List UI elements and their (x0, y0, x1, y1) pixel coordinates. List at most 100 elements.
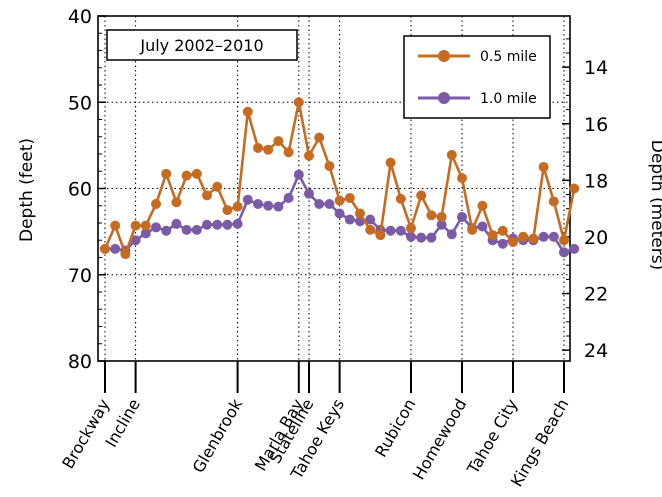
data-point-s0-31 (416, 190, 427, 201)
data-point-s0-26 (365, 224, 376, 235)
right-tick-label-22: 22 (584, 284, 608, 306)
data-point-s0-38 (487, 230, 498, 241)
data-point-s0-15 (253, 142, 263, 153)
data-point-s0-2 (120, 249, 131, 260)
data-point-s0-10 (202, 190, 212, 201)
data-point-s0-12 (222, 205, 233, 216)
data-point-s0-40 (508, 236, 518, 247)
data-point-s1-43 (538, 231, 549, 242)
left-tick-label-50: 50 (68, 92, 92, 114)
data-point-s0-14 (242, 106, 253, 117)
data-point-s0-32 (426, 210, 437, 221)
data-point-s1-24 (344, 214, 355, 225)
legend: 0.5 mile 1.0 mile (403, 35, 551, 119)
data-point-s0-6 (161, 168, 172, 179)
data-point-s0-34 (446, 149, 457, 160)
data-point-s0-46 (569, 183, 580, 194)
data-point-s1-32 (426, 232, 437, 243)
legend-marker-1-0-mile (438, 92, 450, 104)
data-point-s1-16 (263, 200, 274, 211)
data-point-s0-30 (406, 223, 416, 234)
data-point-s1-33 (436, 219, 447, 230)
data-point-s0-22 (324, 161, 335, 172)
data-point-s1-4 (140, 228, 151, 239)
data-point-s0-37 (477, 200, 488, 211)
right-tick-label-18: 18 (584, 170, 608, 192)
y-axis-title-left: Depth (feet) (17, 138, 37, 242)
data-point-s1-26 (365, 214, 376, 225)
data-point-s0-21 (314, 132, 325, 143)
data-point-s0-25 (355, 208, 365, 219)
data-point-s1-19 (293, 169, 304, 180)
data-point-s1-7 (171, 218, 182, 229)
left-tick-label-80: 80 (68, 351, 92, 373)
data-point-s1-9 (191, 224, 202, 235)
data-point-s1-17 (273, 201, 284, 212)
data-point-s1-10 (202, 219, 212, 230)
data-point-s0-23 (334, 195, 345, 206)
location-label-7: Homewood (409, 396, 470, 484)
data-point-s1-11 (212, 219, 223, 230)
right-y-axis: 14 16 18 20 22 24 (562, 38, 608, 362)
data-point-s0-28 (385, 157, 396, 168)
data-point-s0-5 (151, 199, 161, 210)
series-layer (100, 97, 580, 260)
location-label-6: Rubicon (371, 396, 419, 461)
data-point-s1-14 (242, 194, 253, 205)
data-point-s1-35 (457, 211, 467, 222)
data-point-s1-30 (406, 231, 416, 242)
data-point-s0-3 (130, 220, 141, 231)
data-point-s0-1 (110, 220, 121, 231)
data-point-s1-13 (232, 218, 243, 229)
data-point-s1-21 (314, 199, 325, 210)
data-point-s0-9 (191, 168, 202, 179)
y-axis-title-right: Depth (meters) (647, 140, 662, 270)
data-point-s1-23 (334, 208, 345, 219)
data-point-s0-0 (100, 243, 110, 254)
right-tick-label-24: 24 (584, 340, 608, 362)
data-point-s0-29 (395, 193, 406, 204)
data-point-s1-6 (161, 225, 172, 236)
data-point-s0-45 (559, 235, 569, 246)
right-tick-label-20: 20 (584, 227, 608, 249)
data-point-s0-43 (538, 161, 549, 172)
data-point-s0-36 (467, 224, 478, 235)
left-tick-label-40: 40 (68, 6, 92, 28)
left-tick-label-60: 60 (68, 179, 92, 201)
legend-label-0-5-mile: 0.5 mile (480, 49, 537, 65)
data-point-s0-7 (171, 197, 182, 208)
data-point-s0-35 (457, 173, 467, 184)
data-point-s0-17 (273, 136, 284, 147)
data-point-s0-33 (436, 211, 447, 222)
legend-marker-0-5-mile (438, 50, 450, 62)
data-point-s1-37 (477, 221, 488, 232)
data-point-s1-18 (283, 192, 294, 203)
data-point-s1-3 (130, 235, 141, 246)
right-tick-label-14: 14 (584, 57, 608, 79)
data-point-s1-8 (181, 224, 192, 235)
data-point-s1-31 (416, 232, 427, 243)
data-point-s1-28 (385, 225, 396, 236)
left-y-axis: 40 50 60 70 80 (68, 6, 106, 373)
data-point-s0-4 (140, 220, 151, 231)
data-point-s1-46 (569, 243, 580, 254)
legend-box (403, 35, 551, 119)
data-point-s1-34 (446, 229, 457, 240)
series-0 (100, 97, 580, 260)
left-tick-label-70: 70 (68, 265, 92, 287)
data-point-s0-13 (232, 201, 243, 212)
data-point-s1-5 (151, 222, 161, 233)
data-point-s0-39 (497, 225, 508, 236)
data-point-s1-44 (548, 231, 559, 242)
annotation-text: July 2002–2010 (139, 36, 263, 55)
data-point-s1-1 (110, 243, 121, 254)
data-point-s1-12 (222, 219, 233, 230)
location-label-2: Glenbrook (189, 395, 247, 476)
location-label-8: Tahoe City (463, 396, 522, 478)
data-point-s0-19 (293, 97, 304, 108)
data-point-s0-42 (528, 233, 539, 244)
data-point-s0-41 (518, 231, 529, 242)
data-point-s0-11 (212, 181, 223, 192)
